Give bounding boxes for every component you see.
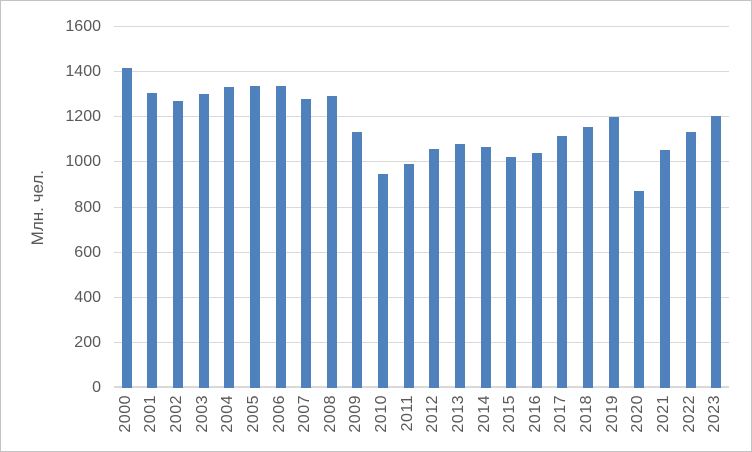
x-tick-label-2010: 2010 [373, 395, 391, 433]
bar-2005 [249, 85, 260, 388]
bar-2011 [403, 164, 414, 388]
bar-2009 [352, 131, 363, 388]
gridline [114, 26, 729, 27]
y-tick-label: 1200 [65, 108, 101, 126]
bar-2007 [301, 98, 312, 388]
x-tick-label-2002: 2002 [168, 395, 186, 433]
x-tick-label-2007: 2007 [296, 395, 314, 433]
bar-2006 [275, 85, 286, 388]
bar-2002 [173, 101, 184, 388]
x-tick-label-2005: 2005 [244, 395, 262, 433]
x-tick-label-2011: 2011 [398, 395, 416, 432]
y-axis-labels: 0 200 400 600 800 1000 1200 1400 1600 [1, 1, 101, 451]
gridline [114, 116, 729, 118]
x-tick-label-2009: 2009 [347, 395, 365, 433]
gridline [114, 71, 729, 73]
x-tick-label-2014: 2014 [475, 395, 493, 433]
bar-2019 [608, 116, 619, 388]
bar-2003 [198, 93, 209, 388]
x-tick-label-2006: 2006 [270, 395, 288, 433]
gridline [114, 251, 729, 253]
x-tick-label-2004: 2004 [219, 395, 237, 433]
bar-2000 [121, 67, 132, 388]
x-tick-label-2013: 2013 [449, 395, 467, 433]
bar-2012 [429, 149, 440, 388]
bar-2017 [557, 135, 568, 388]
bar-2015 [506, 156, 517, 388]
x-tick-label-2000: 2000 [116, 395, 134, 433]
bar-2008 [326, 95, 337, 388]
x-tick-label-2020: 2020 [629, 395, 647, 433]
x-tick-label-2003: 2003 [193, 395, 211, 433]
y-tick-label: 0 [92, 379, 101, 396]
bar-2001 [147, 93, 158, 388]
x-tick-label-2008: 2008 [321, 395, 339, 433]
bar-2022 [685, 131, 696, 388]
x-tick-label-2022: 2022 [680, 395, 698, 433]
x-tick-label-2017: 2017 [552, 395, 570, 433]
x-tick-label-2015: 2015 [501, 395, 519, 433]
gridline [114, 161, 729, 163]
x-tick-label-2016: 2016 [526, 395, 544, 433]
x-tick-label-2019: 2019 [603, 395, 621, 433]
plot-area [114, 26, 729, 388]
y-tick-label: 400 [74, 288, 101, 306]
x-tick-label-2001: 2001 [142, 395, 160, 433]
y-tick-label: 800 [74, 198, 101, 216]
gridline [114, 341, 729, 343]
y-tick-label: 1600 [65, 18, 101, 35]
bar-2020 [634, 191, 645, 388]
bar-2010 [378, 174, 389, 388]
y-tick-label: 1400 [65, 63, 101, 81]
bar-2014 [480, 146, 491, 388]
bar-2018 [583, 127, 594, 388]
x-tick-label-2021: 2021 [654, 395, 672, 433]
y-tick-label: 600 [74, 243, 101, 261]
y-tick-label: 1000 [65, 153, 101, 171]
gridline [114, 296, 729, 298]
y-tick-label: 200 [74, 333, 101, 351]
x-axis-line [114, 386, 729, 388]
x-tick-label-2012: 2012 [424, 395, 442, 433]
x-tick-label-2018: 2018 [578, 395, 596, 433]
bar-2023 [711, 116, 722, 388]
bar-2016 [531, 153, 542, 388]
gridline [114, 206, 729, 208]
bar-2021 [659, 149, 670, 388]
bar-2004 [224, 86, 235, 388]
bar-2013 [454, 144, 465, 388]
x-tick-label-2023: 2023 [706, 395, 724, 433]
